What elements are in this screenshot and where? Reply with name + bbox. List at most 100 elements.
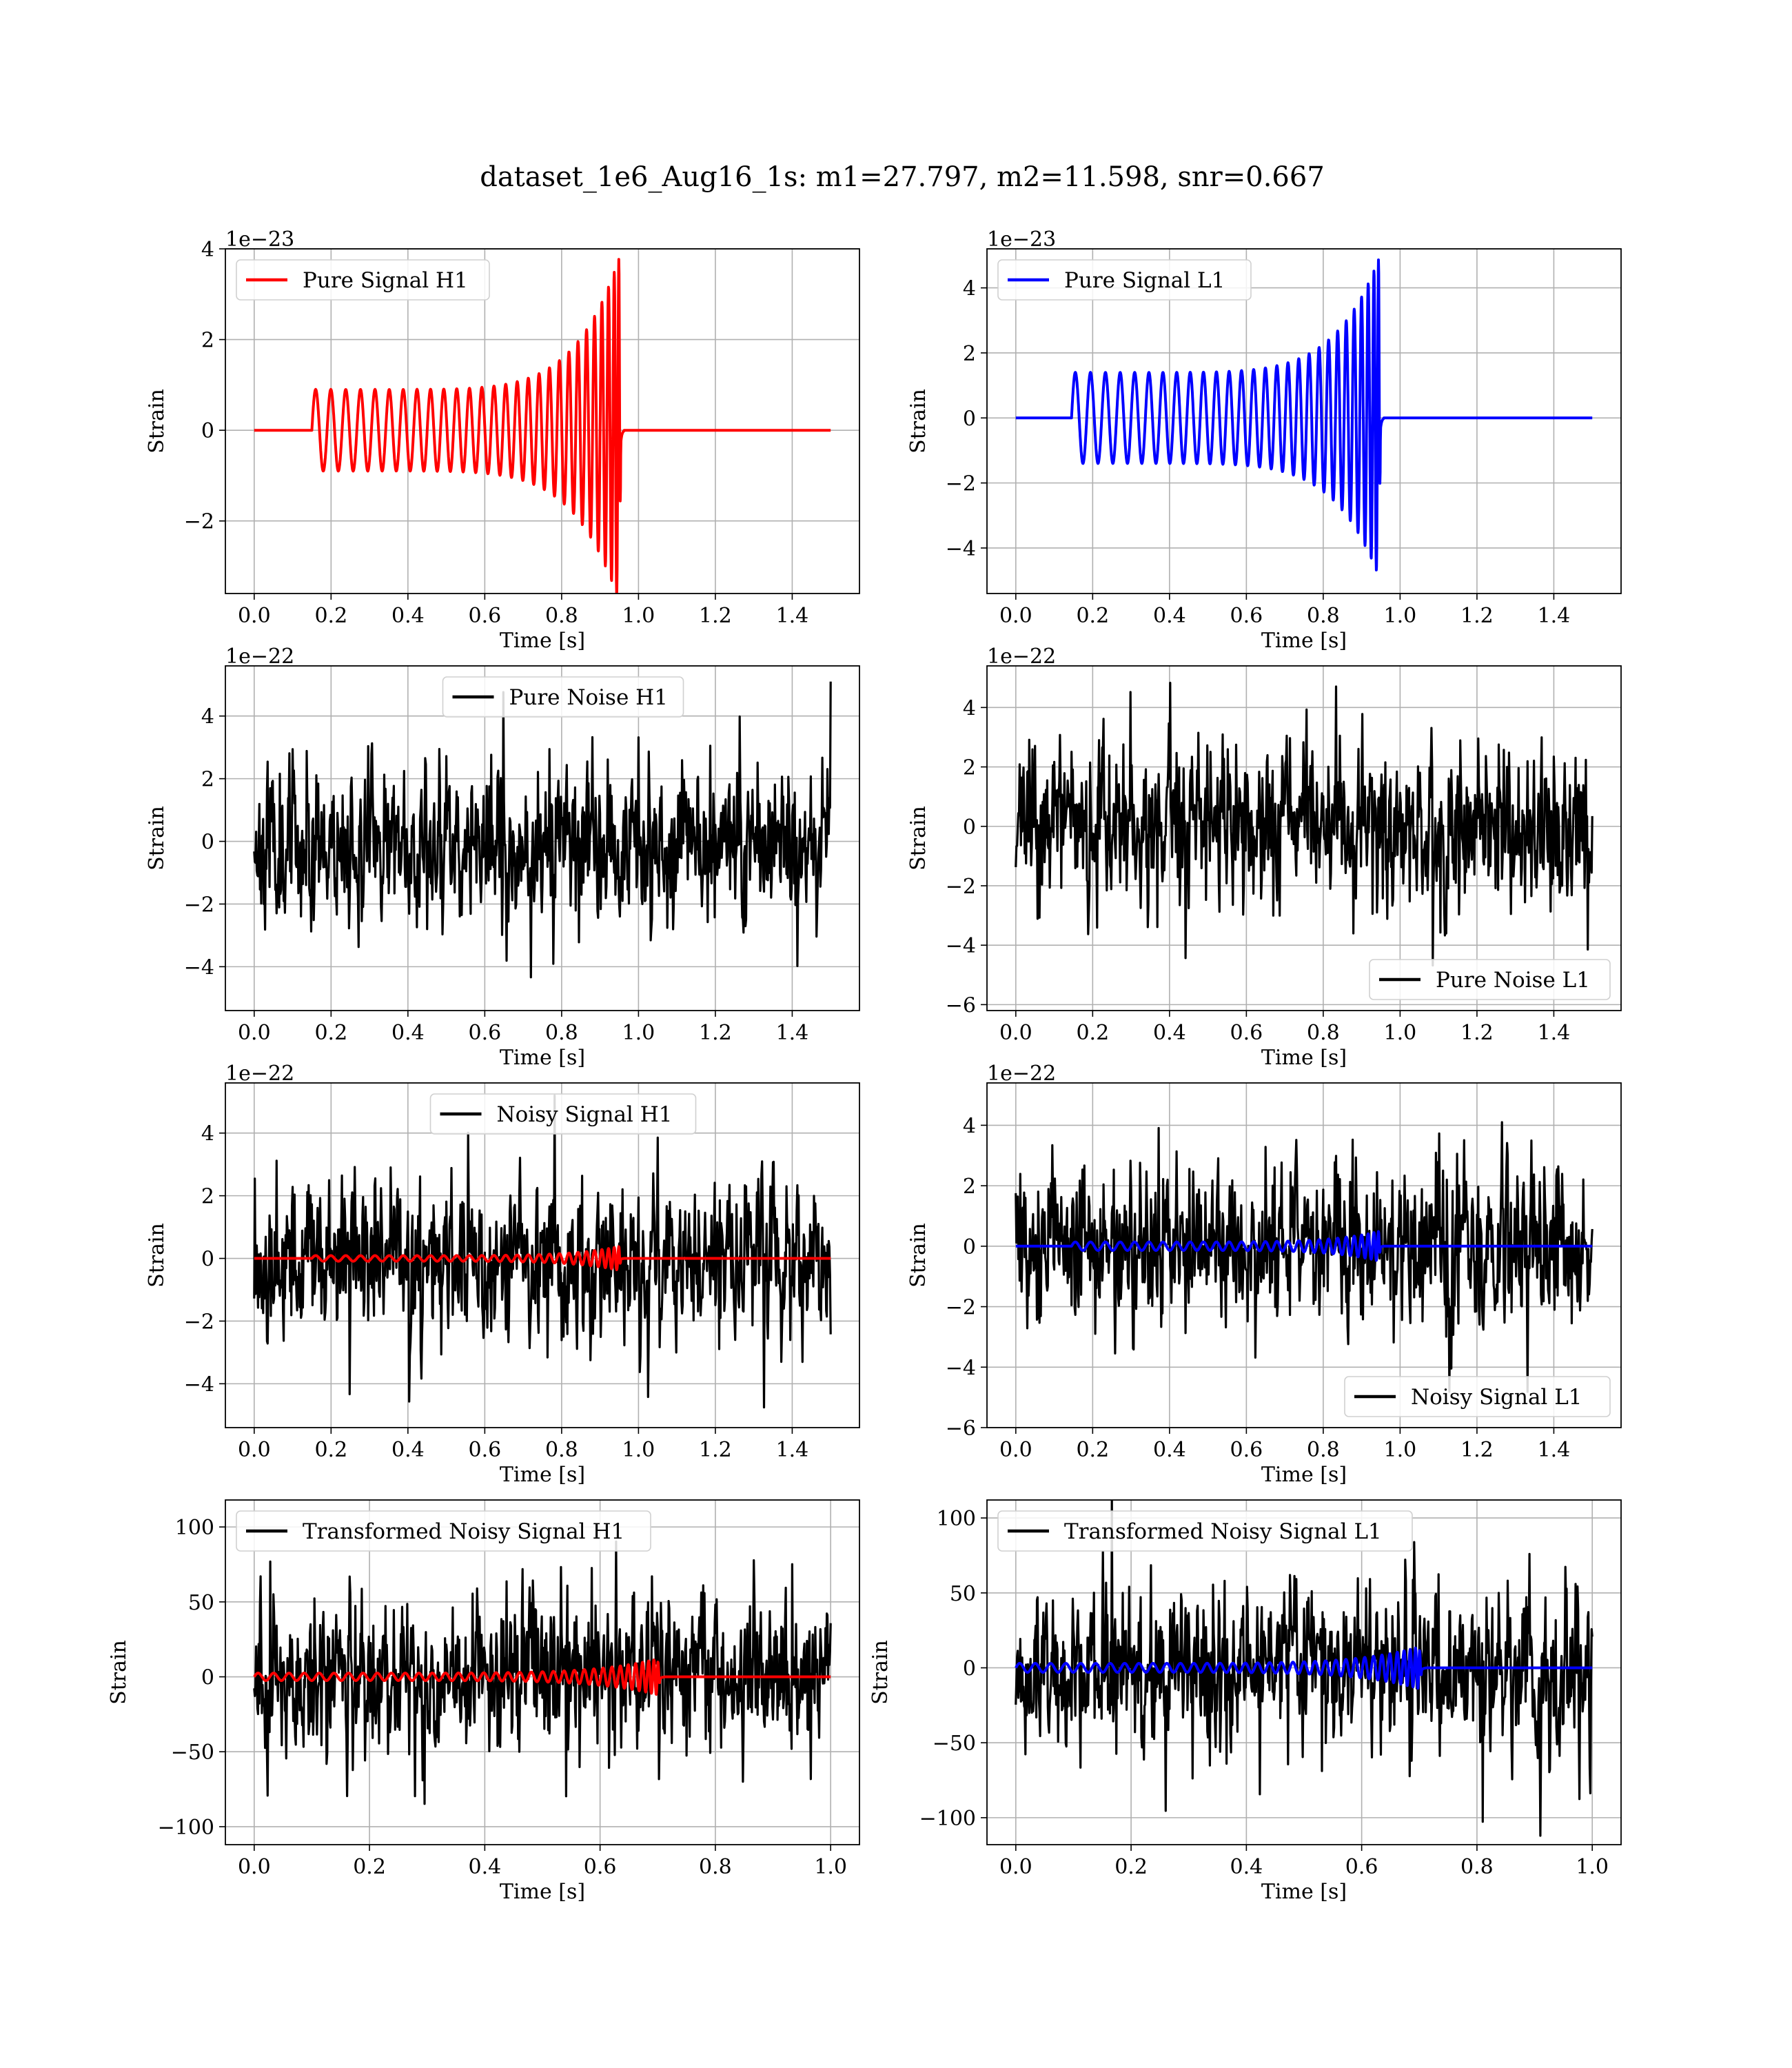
pure-noise-l1-xtick-label: 0.0 — [999, 1021, 1032, 1045]
transformed-noisy-signal-l1-xtick-label: 0.2 — [1114, 1855, 1148, 1879]
noisy-signal-l1-xtick-label: 0.2 — [1076, 1438, 1109, 1462]
pure-noise-h1-legend: Pure Noise H1 — [442, 676, 684, 718]
noisy-signal-h1-offset-text: 1e−22 — [225, 1062, 294, 1086]
pure-signal-l1-xtick-label: 1.2 — [1460, 604, 1494, 628]
transformed-noisy-signal-l1-series-0 — [1015, 1500, 1594, 1837]
pure-noise-l1-ytick-label: 2 — [963, 756, 976, 780]
noisy-signal-h1-axes-frame — [225, 1082, 860, 1428]
pure-signal-h1-ylabel: Strain — [145, 389, 169, 454]
pure-noise-l1-xtick-label: 0.2 — [1076, 1021, 1109, 1045]
transformed-noisy-signal-h1-legend-label: Transformed Noisy Signal H1 — [303, 1519, 624, 1544]
pure-signal-h1-xtick-label: 0.8 — [545, 604, 578, 628]
pure-noise-h1-ytick-label: −4 — [184, 955, 214, 980]
pure-noise-l1-xtick-label: 0.8 — [1307, 1021, 1340, 1045]
pure-noise-h1-axes-frame — [225, 665, 860, 1011]
pure-signal-l1-legend-box — [997, 259, 1252, 301]
noisy-signal-h1-ytick-label: 2 — [201, 1185, 214, 1209]
noisy-signal-l1-xtick-label: 1.0 — [1384, 1438, 1417, 1462]
pure-signal-h1-panel: 0.0 0.2 0.4 0.6 0.8 1.0 1.2 1.4 −2 0 2 4 Time [s] Str… — [145, 227, 860, 653]
transformed-noisy-signal-h1-axes-frame — [225, 1499, 860, 1845]
noisy-signal-l1-legend-box — [1344, 1376, 1611, 1417]
pure-noise-l1-panel: 0.0 0.2 0.4 0.6 0.8 1.0 1.2 1.4 −6 −4 −2 0 2 4 Time [s… — [906, 645, 1622, 1070]
pure-noise-h1-ytick-label: 4 — [201, 705, 214, 729]
pure-noise-h1-ytick-label: 2 — [201, 768, 214, 792]
pure-noise-h1-xtick-label: 1.4 — [776, 1021, 809, 1045]
pure-noise-h1-ylabel: Strain — [145, 806, 169, 871]
pure-signal-h1-legend: Pure Signal H1 — [236, 259, 490, 301]
transformed-noisy-signal-h1-ytick-label: 0 — [201, 1666, 214, 1690]
transformed-noisy-signal-l1-ylabel: Strain — [868, 1640, 893, 1705]
transformed-noisy-signal-l1-ytick-label: −100 — [919, 1807, 976, 1831]
noisy-signal-l1-series-1 — [1015, 1230, 1594, 1262]
noisy-signal-l1-xtick-label: 1.2 — [1460, 1438, 1494, 1462]
pure-noise-h1-plot-area — [253, 681, 832, 979]
pure-noise-l1-ytick-label: −2 — [946, 875, 976, 899]
noisy-signal-h1-legend-box — [429, 1093, 697, 1135]
transformed-noisy-signal-h1-xtick-label: 0.0 — [238, 1855, 271, 1879]
transformed-noisy-signal-h1-ylabel: Strain — [107, 1640, 131, 1705]
transformed-noisy-signal-l1-ytick-label: −50 — [933, 1732, 976, 1756]
transformed-noisy-signal-l1-panel: 0.0 0.2 0.4 0.6 0.8 1.0 −100 −50 0 50 100 Time [s] S… — [868, 1499, 1622, 1904]
pure-noise-l1-ytick-label: −4 — [946, 934, 976, 958]
transformed-noisy-signal-h1-xtick-label: 0.6 — [584, 1855, 617, 1879]
transformed-noisy-signal-l1-series-1 — [1015, 1646, 1594, 1690]
transformed-noisy-signal-l1-legend-label: Transformed Noisy Signal L1 — [1064, 1519, 1382, 1544]
noisy-signal-l1-xtick-label: 0.4 — [1153, 1438, 1186, 1462]
pure-signal-l1-legend-label: Pure Signal L1 — [1064, 268, 1225, 293]
noisy-signal-h1-ytick-label: 4 — [201, 1122, 214, 1146]
pure-signal-h1-xlabel: Time [s] — [500, 629, 585, 653]
pure-noise-h1-xlabel: Time [s] — [500, 1046, 585, 1070]
pure-signal-h1-offset-text: 1e−23 — [225, 227, 294, 252]
noisy-signal-h1-legend-label: Noisy Signal H1 — [497, 1102, 673, 1127]
pure-noise-h1-xtick-label: 0.4 — [391, 1021, 425, 1045]
pure-signal-h1-xtick-label: 1.4 — [776, 604, 809, 628]
pure-signal-h1-xtick-label: 0.2 — [314, 604, 347, 628]
noisy-signal-h1-plot-area — [253, 1094, 832, 1409]
pure-noise-h1-xtick-label: 0.8 — [545, 1021, 578, 1045]
noisy-signal-h1-xlabel: Time [s] — [500, 1463, 585, 1487]
pure-noise-l1-xtick-label: 1.4 — [1538, 1021, 1571, 1045]
pure-noise-h1-offset-text: 1e−22 — [225, 645, 294, 669]
pure-noise-l1-series-0 — [1015, 682, 1594, 967]
noisy-signal-l1-ytick-label: 2 — [963, 1175, 976, 1199]
transformed-noisy-signal-h1-series-1 — [253, 1658, 832, 1696]
noisy-signal-l1-legend: Noisy Signal L1 — [1344, 1376, 1611, 1417]
transformed-noisy-signal-h1-ytick-label: 100 — [175, 1516, 214, 1540]
pure-noise-l1-xtick-label: 1.0 — [1384, 1021, 1417, 1045]
pure-noise-h1-series-0 — [253, 681, 832, 979]
noisy-signal-h1-xtick-label: 0.6 — [469, 1438, 502, 1462]
pure-noise-h1-ytick-label: 0 — [201, 831, 214, 855]
pure-signal-l1-ytick-label: −4 — [946, 537, 976, 561]
pure-noise-l1-legend-box — [1369, 959, 1611, 1000]
pure-signal-l1-xtick-label: 0.8 — [1307, 604, 1340, 628]
transformed-noisy-signal-h1-ytick-label: −50 — [171, 1741, 214, 1765]
figure-title: dataset_1e6_Aug16_1s: m1=27.797, m2=11.5… — [480, 161, 1325, 193]
pure-noise-l1-xtick-label: 0.6 — [1230, 1021, 1263, 1045]
pure-signal-l1-xtick-label: 1.4 — [1538, 604, 1571, 628]
noisy-signal-h1-xtick-label: 0.0 — [238, 1438, 271, 1462]
pure-noise-h1-legend-label: Pure Noise H1 — [509, 685, 668, 710]
pure-signal-l1-xtick-label: 0.4 — [1153, 604, 1186, 628]
noisy-signal-l1-xtick-label: 0.8 — [1307, 1438, 1340, 1462]
pure-signal-l1-ytick-label: 4 — [963, 277, 976, 301]
pure-signal-h1-ytick-label: 2 — [201, 329, 214, 353]
pure-signal-l1-xlabel: Time [s] — [1261, 629, 1347, 653]
transformed-noisy-signal-l1-xtick-label: 0.4 — [1230, 1855, 1263, 1879]
pure-signal-h1-series-0 — [253, 258, 832, 594]
pure-signal-h1-xtick-label: 1.0 — [622, 604, 655, 628]
transformed-noisy-signal-h1-legend: Transformed Noisy Signal H1 — [236, 1510, 651, 1552]
transformed-noisy-signal-h1-xtick-label: 0.4 — [469, 1855, 502, 1879]
pure-signal-l1-xtick-label: 0.6 — [1230, 604, 1263, 628]
noisy-signal-h1-legend: Noisy Signal H1 — [429, 1093, 697, 1135]
noisy-signal-l1-axes-frame — [986, 1082, 1622, 1428]
noisy-signal-l1-ytick-label: −6 — [946, 1417, 976, 1441]
noisy-signal-l1-xtick-label: 0.6 — [1230, 1438, 1263, 1462]
pure-signal-h1-xtick-label: 1.2 — [699, 604, 732, 628]
transformed-noisy-signal-l1-ytick-label: 100 — [937, 1507, 976, 1531]
pure-noise-h1-xtick-label: 0.0 — [238, 1021, 271, 1045]
pure-signal-l1-ytick-label: 2 — [963, 342, 976, 366]
noisy-signal-h1-xtick-label: 0.8 — [545, 1438, 578, 1462]
transformed-noisy-signal-l1-xlabel: Time [s] — [1261, 1880, 1347, 1904]
pure-signal-l1-ylabel: Strain — [906, 389, 930, 454]
noisy-signal-h1-ylabel: Strain — [145, 1223, 169, 1288]
